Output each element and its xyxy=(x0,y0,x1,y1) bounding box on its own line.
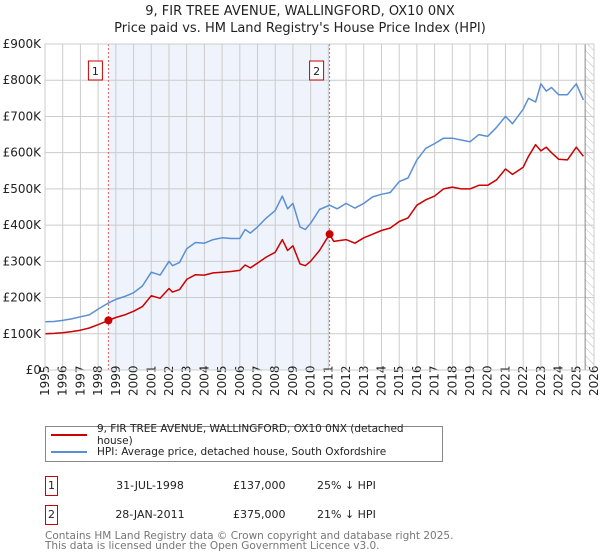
chart-subtitle: Price paid vs. HM Land Registry's House … xyxy=(114,21,486,36)
y-tick-label: £600K xyxy=(3,146,43,160)
chart-title: 9, FIR TREE AVENUE, WALLINGFORD, OX10 0N… xyxy=(145,4,455,19)
transaction-hpi-diff: 21% ↓ HPI xyxy=(317,508,376,521)
legend-label: 9, FIR TREE AVENUE, WALLINGFORD, OX10 0N… xyxy=(96,423,404,447)
x-tick-label: 2000 xyxy=(127,365,141,396)
sale-marker-box xyxy=(87,60,103,81)
x-tick-label: 2017 xyxy=(428,365,442,396)
transaction-date: 31-JUL-1998 xyxy=(116,479,184,492)
transaction-price: £375,000 xyxy=(233,508,286,521)
x-tick-label: 2001 xyxy=(144,365,158,396)
x-tick-label: 2013 xyxy=(357,365,371,396)
x-tick-label: 2003 xyxy=(180,365,194,396)
x-tick-label: 1998 xyxy=(91,365,105,396)
x-tick-label: 2019 xyxy=(463,365,477,396)
sale-point xyxy=(104,316,113,325)
x-tick-label: 2018 xyxy=(445,365,459,396)
legend-swatch-red xyxy=(51,434,87,436)
x-tick-label: 2022 xyxy=(516,365,530,396)
x-tick-label: 2015 xyxy=(392,365,406,396)
x-tick-label: 2011 xyxy=(321,365,335,396)
x-tick-label: 2010 xyxy=(304,365,318,396)
legend-item-hpi: HPI: Average price, detached house, Sout… xyxy=(51,444,386,460)
legend-label: HPI: Average price, detached house, Sout… xyxy=(97,446,387,458)
x-tick-label: 2007 xyxy=(251,365,265,396)
transaction-date: 28-JAN-2011 xyxy=(115,508,185,521)
x-tick-label: 2008 xyxy=(268,365,282,396)
y-tick-label: £800K xyxy=(3,73,43,87)
x-tick-label: 2016 xyxy=(410,365,424,396)
footer-copyright: Contains HM Land Registry data © Crown c… xyxy=(45,530,454,542)
x-tick-label: 2020 xyxy=(481,365,495,396)
plot-border xyxy=(44,43,595,371)
y-tick-label: £100K xyxy=(3,327,43,341)
x-tick-label: 2012 xyxy=(339,365,353,396)
y-tick-label: £300K xyxy=(3,254,43,268)
x-tick-label: 1997 xyxy=(73,365,87,396)
legend-swatch-blue xyxy=(51,451,87,453)
sale-marker-label: 1 xyxy=(92,65,99,78)
transaction-price: £137,000 xyxy=(233,479,286,492)
forecast-hatch xyxy=(585,44,594,370)
y-tick-label: £500K xyxy=(3,182,43,196)
sale-marker-label: 2 xyxy=(313,65,320,78)
y-tick-label: £700K xyxy=(3,109,43,123)
property-series-line xyxy=(44,143,584,335)
transaction-marker: 1 xyxy=(45,476,58,496)
footer: Contains HM Land Registry data © Crown c… xyxy=(45,530,454,552)
x-tick-label: 2024 xyxy=(552,365,566,396)
y-tick-label: £200K xyxy=(3,291,43,305)
legend-item-property: 9, FIR TREE AVENUE, WALLINGFORD, OX10 0N… xyxy=(51,423,442,447)
y-tick-label: £0 xyxy=(26,363,41,377)
price-chart: 1995 1996 1997 1998 1999 2000 2001 2002 2003 2004… xyxy=(3,37,600,396)
sale-marker-box xyxy=(309,60,325,81)
x-tick-label: 2025 xyxy=(569,365,583,396)
y-tick-label: £400K xyxy=(3,218,43,232)
x-tick-label: 1996 xyxy=(56,365,70,396)
ownership-shading xyxy=(108,44,330,370)
y-tick-label: £900K xyxy=(3,37,43,51)
x-tick-label: 2002 xyxy=(162,365,176,396)
x-tick-label: 2006 xyxy=(233,365,247,396)
x-tick-label: 2004 xyxy=(197,365,211,396)
x-tick-label: 2026 xyxy=(587,365,600,396)
legend: 9, FIR TREE AVENUE, WALLINGFORD, OX10 0N… xyxy=(45,423,443,462)
x-tick-label: 2005 xyxy=(215,365,229,396)
x-tick-label: 2014 xyxy=(374,365,388,396)
sale-point xyxy=(325,230,334,239)
transaction-marker: 2 xyxy=(45,505,58,525)
footer-licence: This data is licensed under the Open Gov… xyxy=(45,540,380,552)
x-tick-label: 1995 xyxy=(38,365,52,396)
x-tick-label: 2009 xyxy=(286,365,300,396)
x-tick-label: 2023 xyxy=(534,365,548,396)
hpi-series-line xyxy=(44,83,585,323)
x-tick-label: 1999 xyxy=(109,365,123,396)
transaction-hpi-diff: 25% ↓ HPI xyxy=(317,479,376,492)
x-tick-label: 2021 xyxy=(498,365,512,396)
